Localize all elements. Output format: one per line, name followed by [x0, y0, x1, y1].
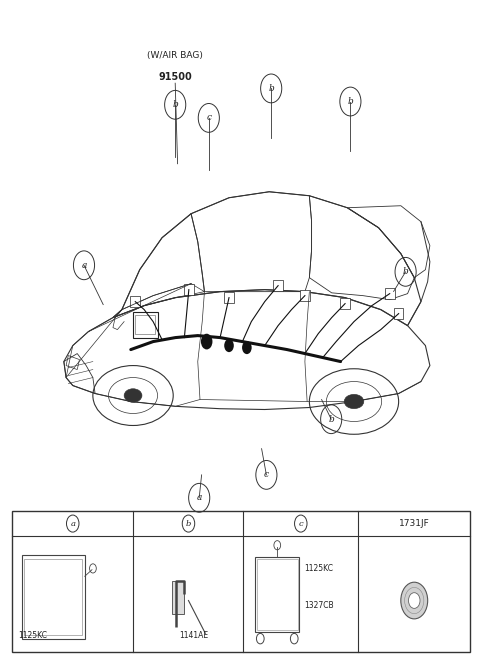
Text: 1125KC: 1125KC [304, 564, 333, 572]
Text: a: a [196, 493, 202, 502]
Bar [340, 299, 350, 309]
Text: b: b [348, 97, 353, 106]
Circle shape [401, 582, 428, 619]
Bar [255, 557, 299, 632]
Text: c: c [264, 470, 269, 479]
Bar [257, 559, 298, 630]
Ellipse shape [344, 394, 364, 409]
Circle shape [274, 540, 281, 550]
Bar [24, 559, 83, 635]
Bar [224, 292, 234, 303]
Bar [12, 511, 470, 652]
Text: b: b [172, 100, 178, 109]
Text: b: b [403, 267, 408, 276]
Bar [273, 280, 283, 291]
Ellipse shape [124, 388, 142, 402]
Circle shape [408, 593, 420, 608]
Bar [131, 296, 140, 307]
Bar [300, 290, 310, 301]
Bar [184, 284, 193, 295]
Bar [22, 555, 85, 639]
Text: b: b [186, 519, 191, 527]
Bar [172, 581, 184, 614]
Text: 1327CB: 1327CB [304, 601, 334, 610]
Bar [394, 309, 404, 319]
Text: c: c [299, 519, 303, 527]
Text: 1141AE: 1141AE [179, 631, 208, 640]
Text: a: a [70, 519, 75, 527]
Circle shape [242, 341, 252, 354]
Text: b: b [328, 415, 334, 424]
Text: a: a [81, 261, 87, 270]
Text: 1125KC: 1125KC [18, 631, 47, 640]
Bar [135, 315, 155, 334]
Text: 91500: 91500 [158, 72, 192, 82]
Text: c: c [206, 113, 211, 122]
Text: 1731JF: 1731JF [399, 519, 430, 528]
Bar [133, 312, 157, 337]
Text: b: b [268, 84, 274, 93]
Circle shape [90, 564, 96, 573]
Bar [385, 288, 395, 299]
Circle shape [224, 339, 234, 352]
Text: (W/AIR BAG): (W/AIR BAG) [147, 51, 203, 60]
Circle shape [201, 333, 213, 350]
